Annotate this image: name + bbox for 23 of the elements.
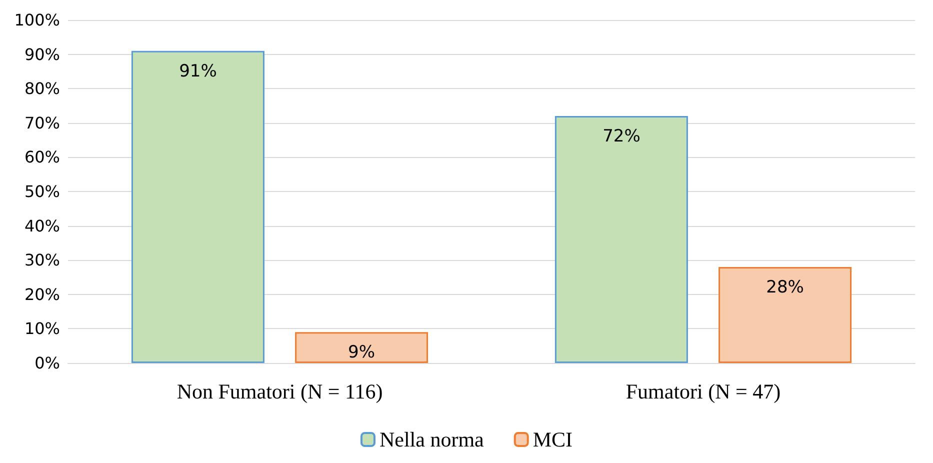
y-tick-label: 30%: [24, 250, 60, 270]
data-label: 28%: [766, 277, 804, 298]
legend-label: MCI: [532, 428, 573, 452]
y-tick-label: 20%: [24, 284, 60, 304]
y-tick-label: 0%: [34, 354, 60, 372]
y-tick-label: 40%: [24, 216, 60, 236]
data-label: 72%: [602, 126, 640, 147]
legend-label: Nella norma: [379, 428, 485, 452]
x-tick-label: Non Fumatori (N = 116): [176, 380, 383, 404]
bar: [554, 116, 688, 363]
bar: [718, 266, 852, 363]
bar: [131, 50, 264, 363]
y-tick-label: 70%: [24, 113, 60, 132]
y-tick-label: 10%: [24, 319, 60, 338]
data-label: 91%: [179, 61, 217, 82]
y-tick-label: 90%: [24, 44, 60, 64]
y-tick-label: 60%: [24, 148, 60, 167]
data-label: 9%: [348, 342, 376, 363]
y-tick-label: 80%: [24, 79, 60, 98]
x-tick-label: Fumatori (N = 47): [626, 380, 781, 404]
y-tick-label: 50%: [24, 182, 60, 201]
bar: [295, 332, 428, 363]
y-tick-label: 100%: [14, 10, 60, 30]
